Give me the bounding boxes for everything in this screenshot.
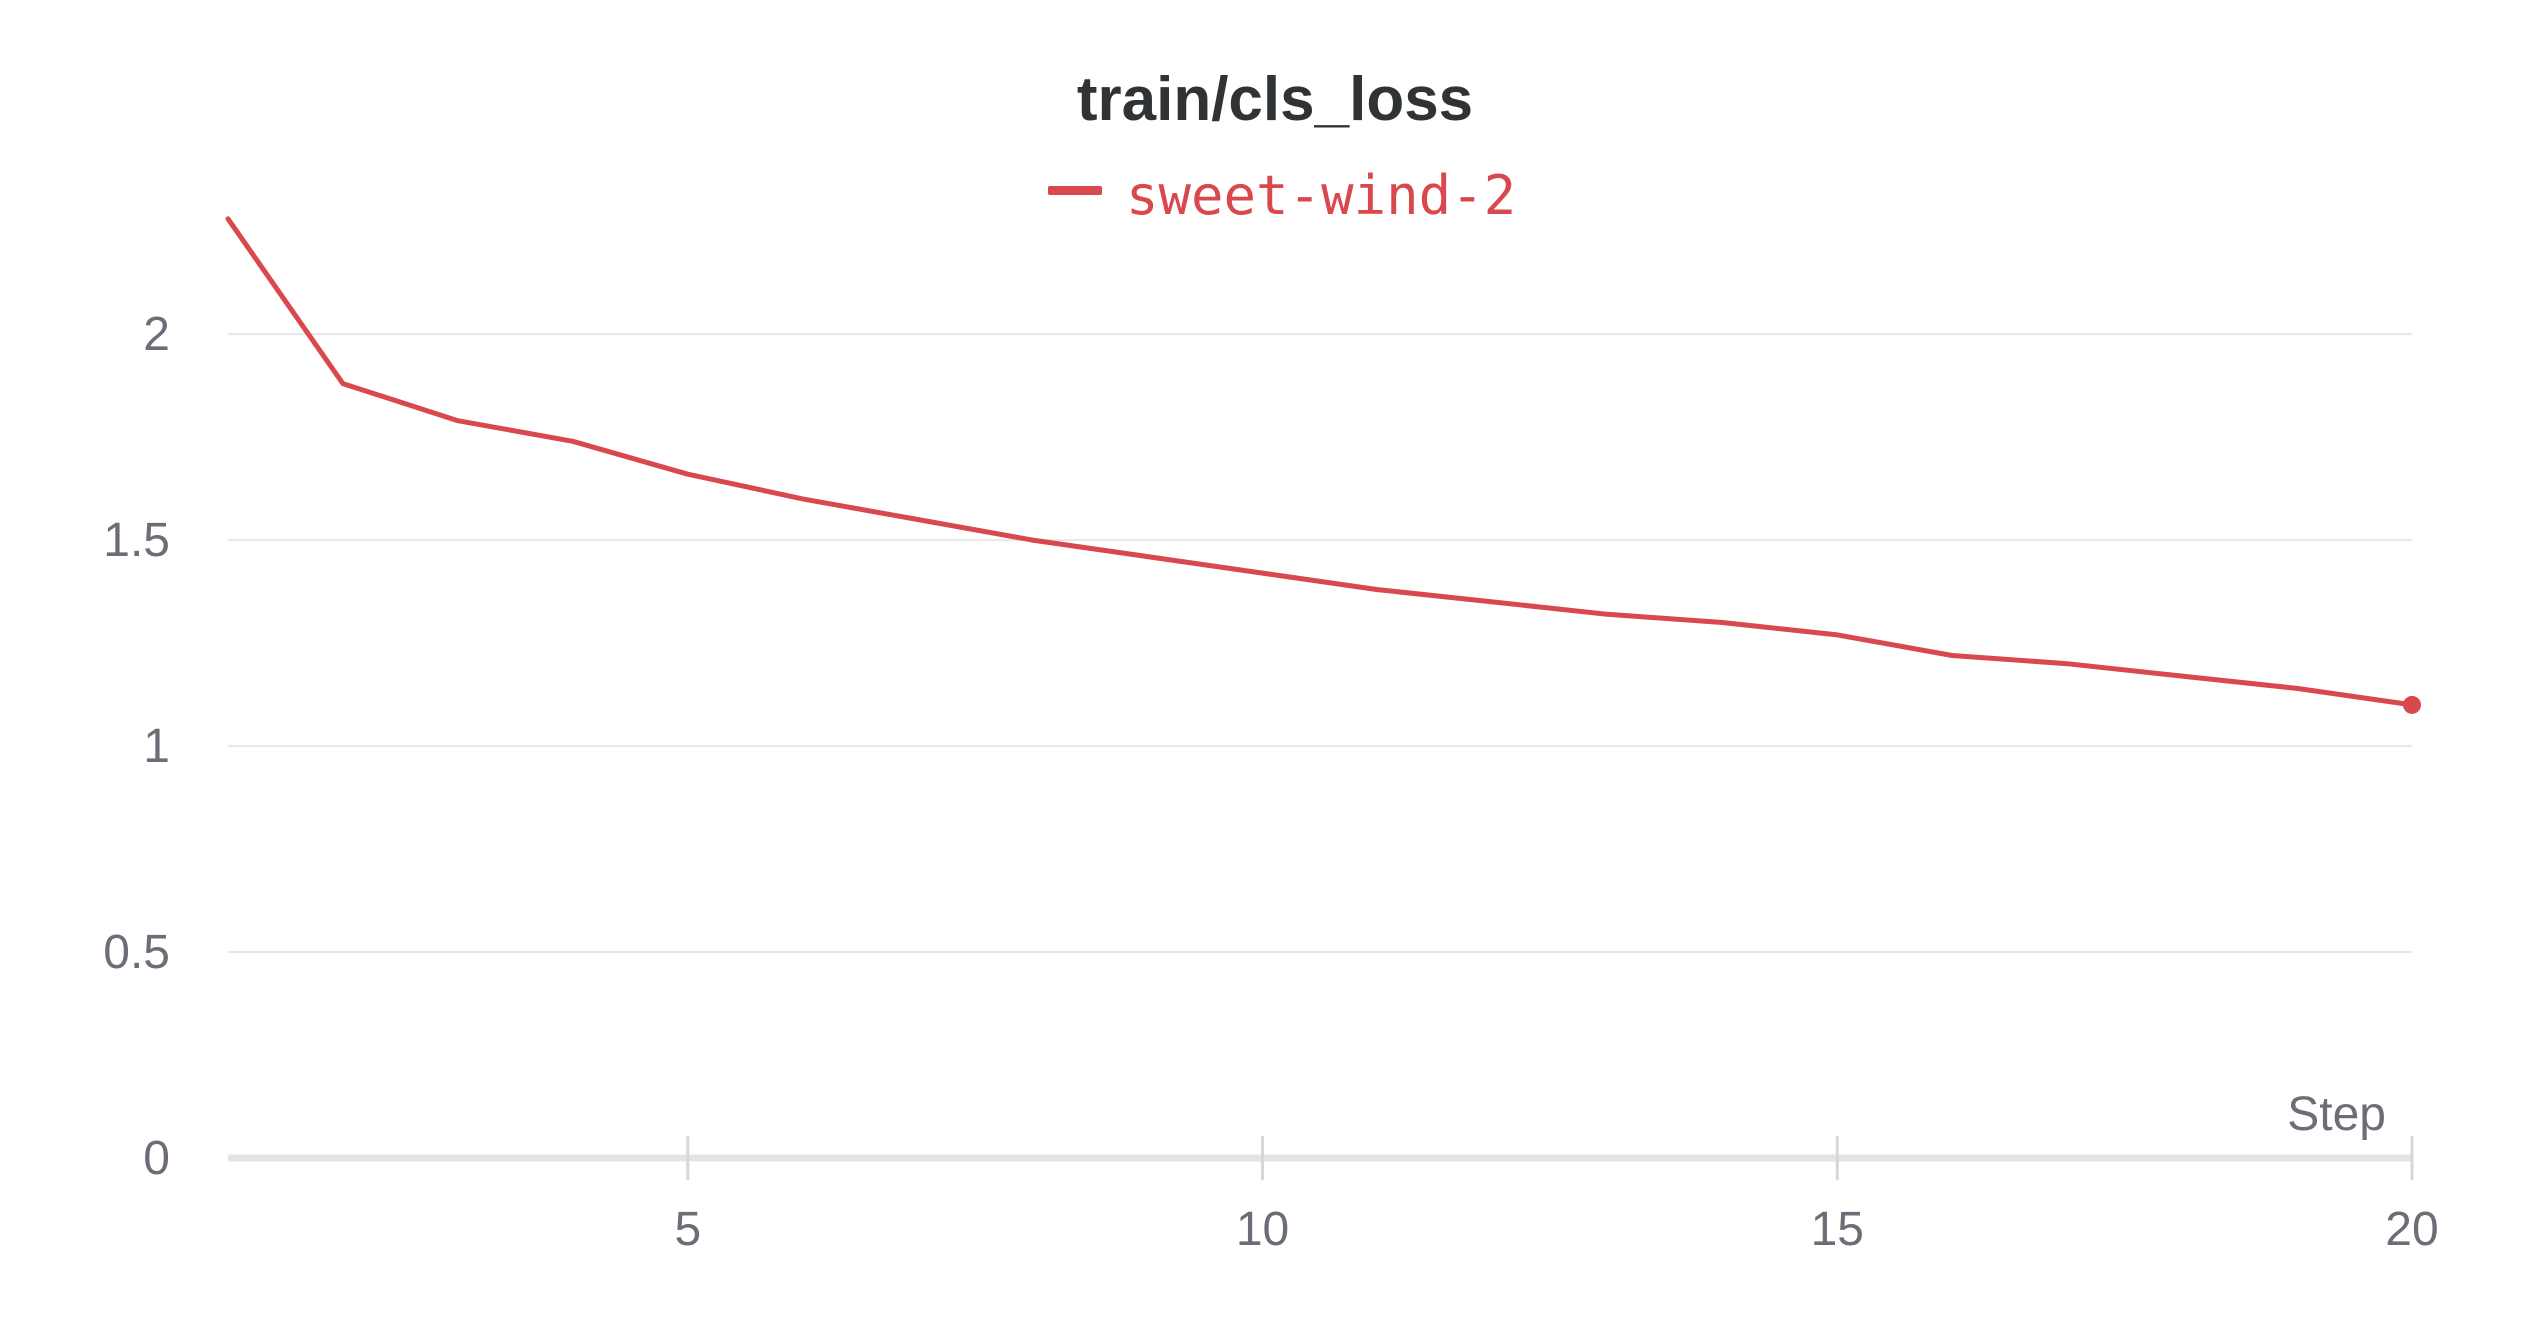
series-line	[225, 216, 2415, 708]
x-axis-label: Step	[2287, 1088, 2386, 1141]
legend-swatch	[1048, 186, 1102, 195]
y-tick-label: 0.5	[103, 926, 170, 979]
x-tick-label: 10	[1236, 1203, 1289, 1256]
x-axis-ticks: 5 10 15 20	[674, 1136, 2439, 1256]
gridlines	[228, 333, 2412, 954]
y-tick-label: 2	[143, 308, 170, 361]
y-axis-ticks: 0 0.5 1 1.5 2	[103, 308, 170, 1185]
series-end-point	[2403, 695, 2421, 714]
y-tick-label: 1	[143, 720, 170, 773]
x-tick-label: 20	[2385, 1203, 2438, 1256]
legend[interactable]: sweet-wind-2	[1048, 164, 1516, 227]
x-tick-label: 15	[1811, 1203, 1864, 1256]
y-tick-label: 1.5	[103, 514, 170, 567]
y-tick-label: 0	[143, 1132, 170, 1185]
series-group	[225, 216, 2421, 714]
chart-title: train/cls_loss	[1077, 65, 1473, 134]
legend-label: sweet-wind-2	[1126, 164, 1516, 227]
x-tick-label: 5	[674, 1203, 701, 1256]
